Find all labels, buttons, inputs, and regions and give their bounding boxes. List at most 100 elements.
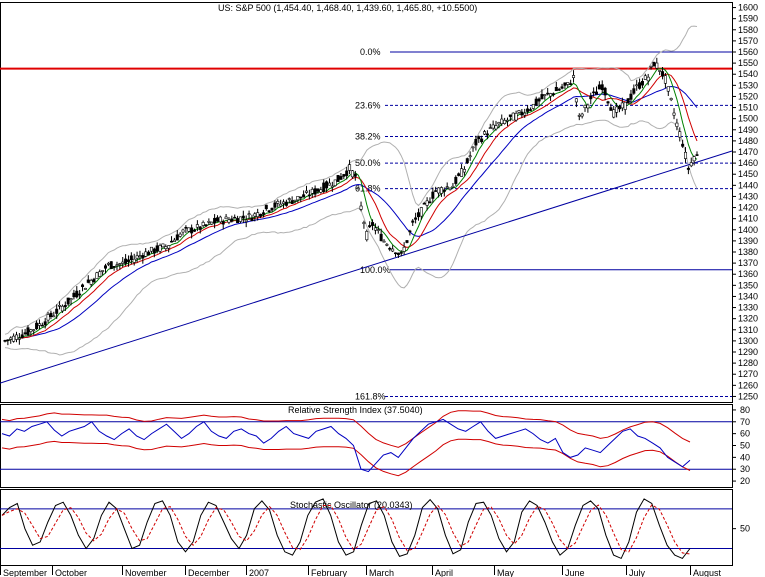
candlestick-body — [626, 98, 630, 104]
candlestick-body — [517, 110, 521, 113]
price-y-tick-label: 1480 — [738, 136, 758, 146]
candlestick-body — [508, 114, 512, 117]
price-y-tick-label: 1490 — [738, 125, 758, 135]
candlestick-body — [26, 327, 30, 336]
price-y-tick-label: 1430 — [738, 191, 758, 201]
candlestick-body — [554, 86, 558, 92]
candlestick-body — [72, 292, 76, 298]
candlestick-body — [428, 201, 432, 204]
price-y-tick-label: 1410 — [738, 214, 758, 224]
candlestick-body — [376, 229, 380, 231]
candlestick-body — [276, 201, 280, 204]
candlestick-body — [373, 227, 377, 231]
stochastic-title: Stochastic Oscillator (20.0343) — [290, 500, 413, 510]
candlestick-body — [681, 143, 685, 147]
price-y-tick-label: 1300 — [738, 336, 758, 346]
candlestick-body — [23, 332, 27, 335]
price-y-tick-label: 1520 — [738, 91, 758, 101]
candlestick-body — [531, 103, 535, 109]
candlestick-body — [327, 182, 331, 186]
fib-level-label: 23.6% — [355, 100, 381, 110]
candlestick-body — [652, 61, 656, 67]
price-y-tick-label: 1370 — [738, 258, 758, 268]
candlestick-body — [279, 203, 283, 207]
candlestick-body — [597, 84, 601, 90]
candlestick-body — [339, 176, 343, 180]
candlestick-body — [666, 86, 670, 92]
candlestick-body — [213, 217, 217, 224]
candlestick-body — [170, 240, 174, 243]
candlestick-body — [617, 105, 621, 110]
candlestick-body — [316, 188, 320, 192]
candlestick-body — [32, 329, 36, 331]
candlestick-body — [333, 179, 337, 186]
price-y-tick-label: 1250 — [738, 391, 758, 401]
candlestick-body — [663, 75, 667, 84]
candlestick-body — [669, 98, 673, 101]
candlestick-body — [457, 173, 461, 176]
price-y-tick-label: 1600 — [738, 3, 758, 13]
bollinger-lower-band — [4, 119, 698, 356]
price-y-tick-label: 1340 — [738, 291, 758, 301]
candlestick-body — [465, 158, 469, 164]
candlestick-body — [580, 113, 584, 117]
candlestick-body — [92, 278, 96, 283]
candlestick-body — [236, 218, 240, 224]
candlestick-body — [678, 131, 682, 138]
candlestick-body — [218, 216, 222, 223]
candlestick-body — [686, 168, 690, 170]
candlestick-body — [63, 305, 67, 308]
price-y-tick-label: 1380 — [738, 247, 758, 257]
candlestick-body — [195, 224, 199, 228]
candlestick-body — [78, 293, 82, 296]
price-y-tick-label: 1540 — [738, 69, 758, 79]
candlestick-body — [362, 222, 366, 224]
price-y-tick-label: 1390 — [738, 236, 758, 246]
x-axis-label: May — [497, 568, 515, 577]
candlestick-body — [649, 65, 653, 68]
candlestick-body — [155, 245, 159, 252]
x-axis-label: December — [188, 568, 230, 577]
candlestick-body — [190, 227, 194, 234]
candlestick-body — [494, 125, 498, 130]
candlestick-body — [422, 202, 426, 205]
candlestick-body — [256, 212, 260, 217]
rsi-y-tick-label: 20 — [740, 476, 750, 486]
candlestick-body — [569, 83, 573, 85]
candlestick-body — [207, 221, 211, 223]
candlestick-body — [187, 227, 191, 232]
candlestick-body — [313, 188, 317, 195]
moving-average-10 — [4, 73, 698, 342]
candlestick-body — [454, 176, 458, 184]
candlestick-body — [129, 255, 133, 261]
candlestick-body — [20, 334, 24, 338]
candlestick-body — [408, 230, 412, 233]
candlestick-body — [365, 231, 369, 241]
candlestick-body — [296, 195, 300, 201]
candlestick-body — [250, 217, 254, 222]
candlestick-body — [437, 187, 441, 194]
candlestick-body — [43, 321, 47, 326]
candlestick-body — [497, 122, 501, 125]
candlestick-body — [528, 109, 532, 111]
candlestick-body — [382, 240, 386, 243]
candlestick-body — [49, 312, 53, 318]
candlestick-body — [293, 199, 297, 202]
candlestick-body — [282, 201, 286, 204]
price-y-tick-label: 1420 — [738, 203, 758, 213]
candlestick-body — [98, 271, 102, 277]
candlestick-body — [379, 233, 383, 242]
candlestick-body — [224, 216, 228, 220]
candlestick-body — [75, 290, 79, 298]
candlestick-body — [551, 93, 555, 96]
price-y-tick-label: 1560 — [738, 47, 758, 57]
candlestick-body — [270, 207, 274, 211]
candlestick-body — [425, 200, 429, 206]
candlestick-body — [549, 93, 553, 97]
candlestick-body — [589, 95, 593, 100]
candlestick-body — [434, 190, 438, 192]
candlestick-body — [109, 261, 113, 270]
candlestick-body — [394, 252, 398, 255]
candlestick-body — [52, 315, 56, 318]
candlestick-body — [609, 107, 613, 111]
